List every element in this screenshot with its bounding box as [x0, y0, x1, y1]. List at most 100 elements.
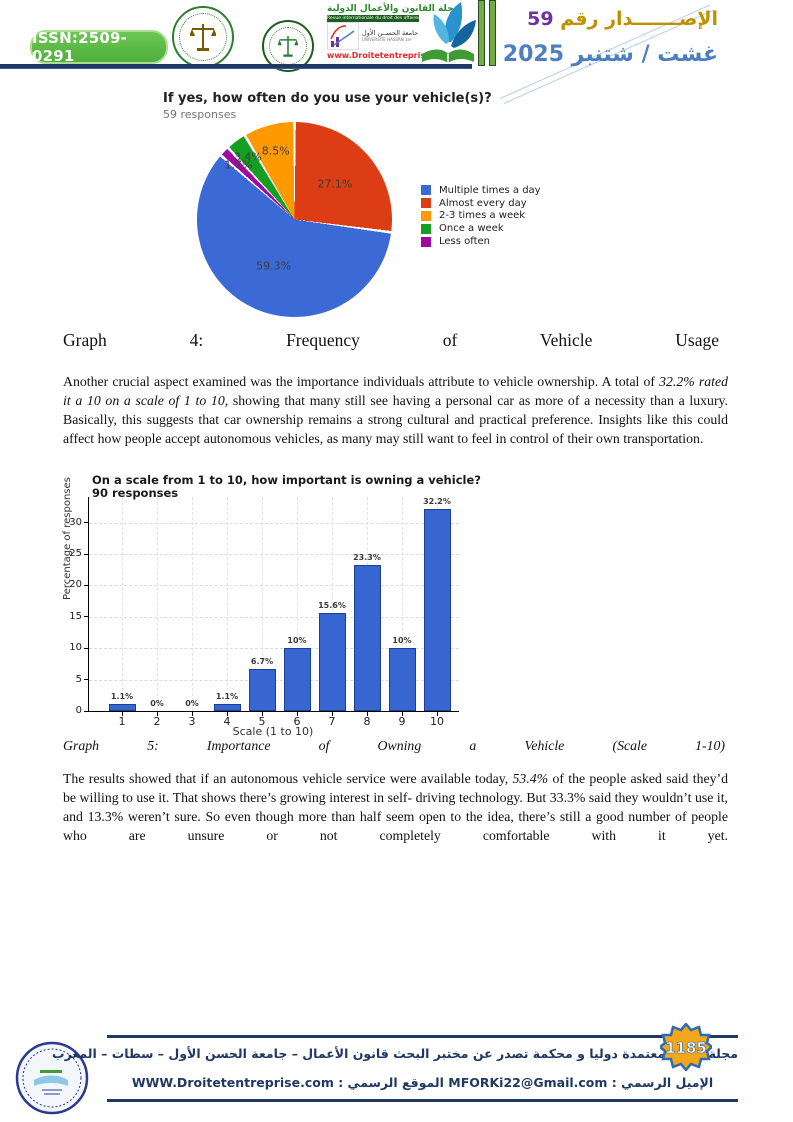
scales-icon — [190, 24, 216, 51]
issn-text: ISSN:2509-0291 — [32, 29, 128, 65]
x-tick-mark — [401, 712, 403, 716]
v-gridline — [157, 497, 158, 711]
x-tick-label: 2 — [153, 715, 161, 728]
legend-label: Multiple times a day — [439, 184, 541, 196]
bar-chart-subtitle: 90 responses — [92, 486, 179, 500]
issn-badge: ISSN:2509-0291 — [30, 29, 168, 65]
lab-seal-icon-2 — [262, 20, 314, 72]
bar — [423, 508, 451, 711]
footer-line-2: الإميل الرسمي : MFORKi22@Gmail.com الموق… — [107, 1075, 738, 1090]
footer-line-1: مجلة علمية معتمدة دوليا و محكمة تصدر عن … — [52, 1046, 738, 1061]
pie-legend: Multiple times a day Almost every day 2-3 … — [421, 184, 541, 248]
bar — [388, 648, 416, 711]
legend-swatch — [421, 185, 431, 196]
legend-label: 2-3 times a week — [439, 210, 526, 222]
university-name: جامعة الحســن الأول UNIVERSITE HASSAN 1e… — [362, 28, 419, 43]
x-tick-mark — [331, 712, 333, 716]
website-value: WWW.Droitetentreprise.com — [131, 1075, 334, 1090]
header-rule — [0, 64, 472, 69]
x-tick-label: 9 — [398, 715, 406, 728]
star-badge-icon — [660, 1023, 712, 1071]
bar-value-label: 23.3% — [353, 552, 381, 562]
v-gridline — [297, 497, 298, 711]
y-tick-mark — [84, 679, 88, 681]
h-gridline — [89, 585, 459, 587]
x-tick-mark — [156, 712, 158, 716]
x-tick-label: 7 — [328, 715, 336, 728]
y-tick-mark — [84, 553, 88, 555]
v-gridline — [122, 497, 123, 711]
x-tick-label: 6 — [293, 715, 301, 728]
chart-logo-icon — [327, 22, 359, 50]
bar-value-label: 1.1% — [215, 692, 239, 702]
pie-chart: 27.1% 59.3% 1.7% 3.4% 8.5% — [197, 122, 392, 317]
issue-date: غشت / شتنبر 2025 — [502, 42, 718, 67]
university-name-arabic: جامعة الحســن الأول — [362, 28, 419, 37]
x-tick-mark — [296, 712, 298, 716]
y-tick-mark — [84, 522, 88, 524]
site-label: الموقع الرسمي : — [333, 1075, 449, 1090]
text-segment: The results showed that if an autonomous… — [63, 771, 513, 786]
email-value: MFORKi22@Gmail.com — [448, 1075, 608, 1090]
university-name-french: UNIVERSITE HASSAN 1er — [362, 36, 412, 42]
text-segment: showing that many still see having a per… — [63, 393, 728, 447]
bar — [213, 704, 241, 711]
legend-swatch — [421, 198, 431, 209]
page-number-text: 1185 — [665, 1039, 707, 1057]
y-tick-label: 5 — [75, 673, 82, 685]
page-number-badge: 1185 — [660, 1023, 712, 1071]
bar-value-label: 6.7% — [250, 656, 274, 666]
x-tick-mark — [261, 712, 263, 716]
paragraph-2: The results showed that if an autonomous… — [63, 769, 728, 845]
bar — [318, 613, 346, 711]
y-tick-label: 30 — [69, 516, 82, 528]
page-footer: مجلة علمية معتمدة دوليا و محكمة تصدر عن … — [0, 1020, 793, 1122]
x-tick-label: 5 — [258, 715, 266, 728]
y-tick-label: 10 — [69, 642, 82, 654]
y-tick-label: 15 — [69, 610, 82, 622]
bar — [108, 704, 136, 711]
text-segment: 53.4% — [512, 771, 549, 786]
scales-icon-small — [278, 36, 298, 57]
bar-plot-area: 0 5 10 15 20 25 30 1.1% 1 0% 2 0% 3 1.1% 4 6.7% 5 10% 6 15.… — [69, 497, 459, 728]
x-tick-label: 1 — [118, 715, 126, 728]
bar-value-label: 0% — [185, 699, 199, 708]
bar-value-label: 1.1% — [110, 692, 134, 702]
v-gridline — [262, 497, 263, 711]
bar-value-label: 15.6% — [318, 601, 346, 611]
y-tick-label: 25 — [69, 548, 82, 560]
bar-value-label: 0% — [150, 699, 164, 708]
legend-row: 2-3 times a week — [421, 210, 541, 223]
x-tick-mark — [226, 712, 228, 716]
graph5-caption: Graph 5: Importance of Owning a Vehicle … — [63, 738, 725, 753]
bar-x-axis-label: Scale (1 to 10) — [232, 725, 314, 738]
pie-slice-label: 27.1% — [317, 177, 353, 191]
y-tick-mark — [84, 584, 88, 586]
journal-website-url: www.Droitetentreprise.com — [327, 51, 453, 60]
v-gridline — [227, 497, 228, 711]
legend-swatch — [421, 223, 431, 234]
h-gridline — [89, 648, 459, 650]
issue-number: 59 — [527, 8, 554, 30]
bar-value-label: 10% — [287, 636, 307, 646]
x-tick-mark — [436, 712, 438, 716]
y-tick-label: 20 — [69, 579, 82, 591]
paragraph-1: Another crucial aspect examined was the … — [63, 372, 728, 448]
pie-slice-label: 1.7% — [224, 158, 253, 172]
journal-subtitle-french: Revue internationale du droit des affair… — [327, 15, 421, 22]
legend-label: Once a week — [439, 223, 504, 235]
bar — [353, 564, 381, 711]
v-gridline — [332, 497, 333, 711]
pie-slice-label: 8.5% — [261, 144, 290, 158]
legend-swatch — [421, 236, 431, 247]
bar — [283, 648, 311, 711]
y-tick-mark — [84, 616, 88, 618]
journal-logo: مجلة القانون والأعمال الدولية Revue inte… — [327, 4, 460, 66]
bird-book-logo-icon — [422, 2, 476, 63]
page-header: ISSN:2509-0291 مجلة القانون والأعمال الد… — [0, 0, 793, 104]
legend-label: Less often — [439, 236, 491, 248]
journal-title-arabic: مجلة القانون والأعمال الدولية — [327, 4, 460, 14]
header-divider-bar-left — [478, 0, 485, 66]
bar — [248, 668, 276, 711]
h-gridline — [89, 522, 459, 524]
